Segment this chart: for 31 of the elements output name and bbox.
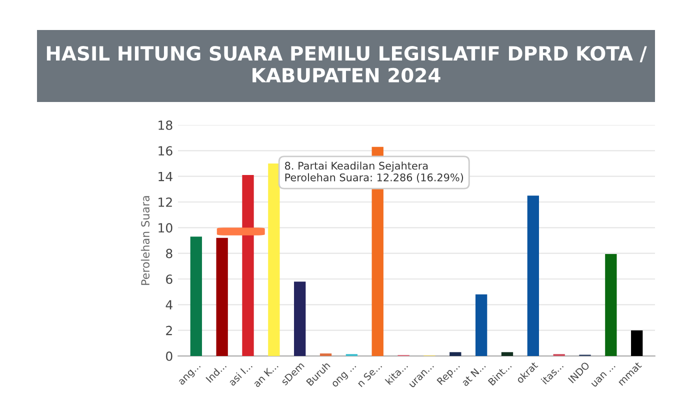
- y-tick-label: 12: [158, 197, 172, 207]
- x-tick-label: n Se...: [356, 362, 382, 388]
- y-tick-label: 10: [158, 223, 172, 233]
- x-tick-label: uan ...: [591, 362, 616, 388]
- y-tick-label: 14: [158, 172, 172, 182]
- y-tick-label: 0: [166, 351, 172, 361]
- y-tick-label: 18: [158, 120, 172, 130]
- y-tick-label: 6: [166, 274, 172, 284]
- bar: [501, 352, 514, 356]
- bar: [190, 236, 202, 356]
- chart-title: HASIL HITUNG SUARA PEMILU LEGISLATIF DPRD KOTA / KABUPATEN 2024: [46, 46, 647, 83]
- y-axis-title: Perolehan Suara: [140, 196, 150, 285]
- bar: [475, 294, 488, 356]
- bar: [294, 282, 306, 356]
- bar: [242, 175, 254, 356]
- x-tick-label: ong ...: [332, 362, 358, 389]
- bar: [268, 164, 280, 356]
- y-tick-label: 16: [158, 146, 172, 156]
- annotation: 8. Partai Keadilan Sejahtera Perolehan Suara: 12.286 (16.29%): [284, 162, 464, 183]
- bar: [320, 353, 332, 356]
- y-tick-label: 8: [166, 248, 172, 258]
- y-tick-label: 4: [166, 300, 172, 310]
- y-tick-label: 2: [166, 326, 172, 336]
- bar: [605, 254, 617, 356]
- x-tick-label: asi I...: [228, 362, 253, 386]
- x-tick-label: an K...: [252, 362, 278, 388]
- bar: [450, 352, 462, 356]
- x-tick-label: at N...: [461, 362, 486, 387]
- bar: [527, 196, 539, 356]
- bar: [216, 238, 228, 356]
- bar: [631, 330, 643, 356]
